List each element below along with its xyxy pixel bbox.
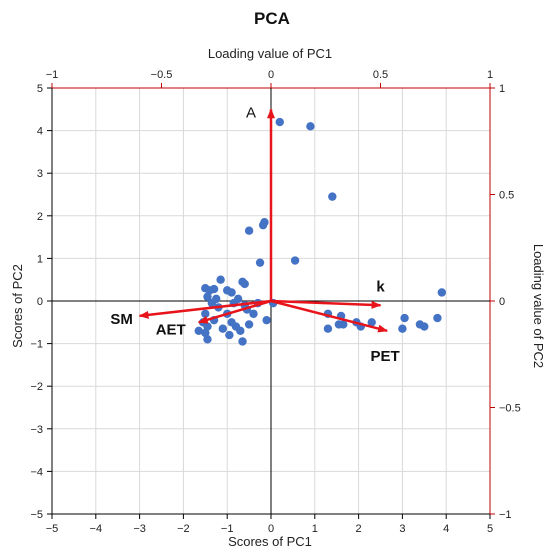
- loading-label-aet: AET: [156, 321, 186, 338]
- x-tick-label: 5: [487, 523, 493, 535]
- y-tick-label: −3: [30, 424, 43, 436]
- score-point: [209, 284, 219, 294]
- score-point: [223, 286, 232, 295]
- x-tick-label: −2: [177, 523, 190, 535]
- x-tick-label: 4: [443, 523, 449, 535]
- score-point: [255, 258, 265, 267]
- x2-tick-label: 1: [487, 69, 493, 81]
- score-point: [240, 279, 249, 289]
- y2-tick-label: −1: [499, 509, 512, 521]
- y-axis-title: Scores of PC2: [10, 264, 25, 348]
- y-tick-label: 0: [37, 296, 43, 308]
- loading-arrow-pet: [270, 299, 389, 333]
- y2-tick-label: 0: [499, 296, 505, 308]
- score-point: [194, 326, 203, 336]
- x-tick-label: 1: [312, 523, 318, 535]
- score-point: [437, 288, 447, 297]
- y-tick-label: 2: [37, 211, 43, 223]
- x2-tick-label: −1: [46, 69, 59, 81]
- y-tick-label: 4: [37, 126, 43, 138]
- score-point: [244, 226, 254, 235]
- y-tick-label: 3: [37, 168, 43, 180]
- x-tick-label: 2: [356, 523, 362, 535]
- x-tick-label: −4: [90, 523, 103, 535]
- loading-label-a: A: [246, 104, 256, 121]
- x-tick-label: −3: [133, 523, 146, 535]
- y-tick-label: −4: [30, 466, 43, 478]
- score-point: [203, 335, 212, 344]
- score-point: [258, 220, 268, 230]
- x-tick-label: −5: [46, 523, 59, 535]
- score-point: [201, 309, 210, 318]
- score-point: [339, 320, 348, 329]
- loading-label-sm: SM: [110, 311, 133, 328]
- loading-arrow-sm: [138, 299, 272, 319]
- x-axis-title: Scores of PC1: [228, 534, 312, 549]
- loading-label-pet: PET: [370, 348, 399, 365]
- score-point: [262, 315, 271, 325]
- score-point: [207, 298, 217, 308]
- y-tick-label: 1: [37, 253, 43, 265]
- x-tick-label: 3: [399, 523, 405, 535]
- score-point: [201, 328, 210, 338]
- score-point: [275, 117, 284, 127]
- y-tick-label: 5: [37, 83, 43, 95]
- y2-tick-label: −0.5: [499, 403, 521, 415]
- score-point: [238, 337, 247, 346]
- score-point: [433, 313, 442, 323]
- score-point: [290, 256, 300, 265]
- score-point: [367, 318, 376, 327]
- y-tick-label: −2: [30, 381, 43, 393]
- score-point: [400, 313, 409, 323]
- loading-arrow-aet: [197, 299, 272, 324]
- score-point: [420, 322, 429, 331]
- score-point: [218, 324, 228, 333]
- score-point: [328, 192, 337, 201]
- y-tick-label: −5: [30, 509, 43, 521]
- x2-axis-title: Loading value of PC1: [208, 46, 332, 61]
- score-point: [216, 275, 225, 284]
- y2-tick-label: 1: [499, 83, 505, 95]
- loading-label-k: k: [376, 278, 385, 295]
- score-point: [306, 122, 315, 131]
- x2-tick-label: 0.5: [373, 69, 388, 81]
- score-point: [236, 326, 245, 336]
- score-point: [203, 322, 212, 331]
- score-point: [249, 309, 258, 318]
- score-point: [203, 292, 212, 301]
- y-tick-label: −1: [30, 339, 43, 351]
- score-point: [244, 320, 254, 329]
- x2-tick-label: 0: [268, 69, 274, 81]
- y2-tick-label: 0.5: [499, 190, 514, 202]
- y2-axis-title: Loading value of PC2: [531, 244, 546, 368]
- loading-arrow-k: [270, 299, 382, 309]
- score-point: [398, 324, 407, 333]
- loading-vectors: Ak PET SM AET: [110, 104, 399, 365]
- score-point: [225, 330, 234, 340]
- x-tick-label: −1: [221, 523, 234, 535]
- x-tick-label: 0: [268, 523, 274, 535]
- score-points: [194, 117, 447, 346]
- x2-tick-label: −0.5: [151, 69, 173, 81]
- chart-title: PCA: [254, 9, 290, 28]
- score-point: [323, 324, 333, 333]
